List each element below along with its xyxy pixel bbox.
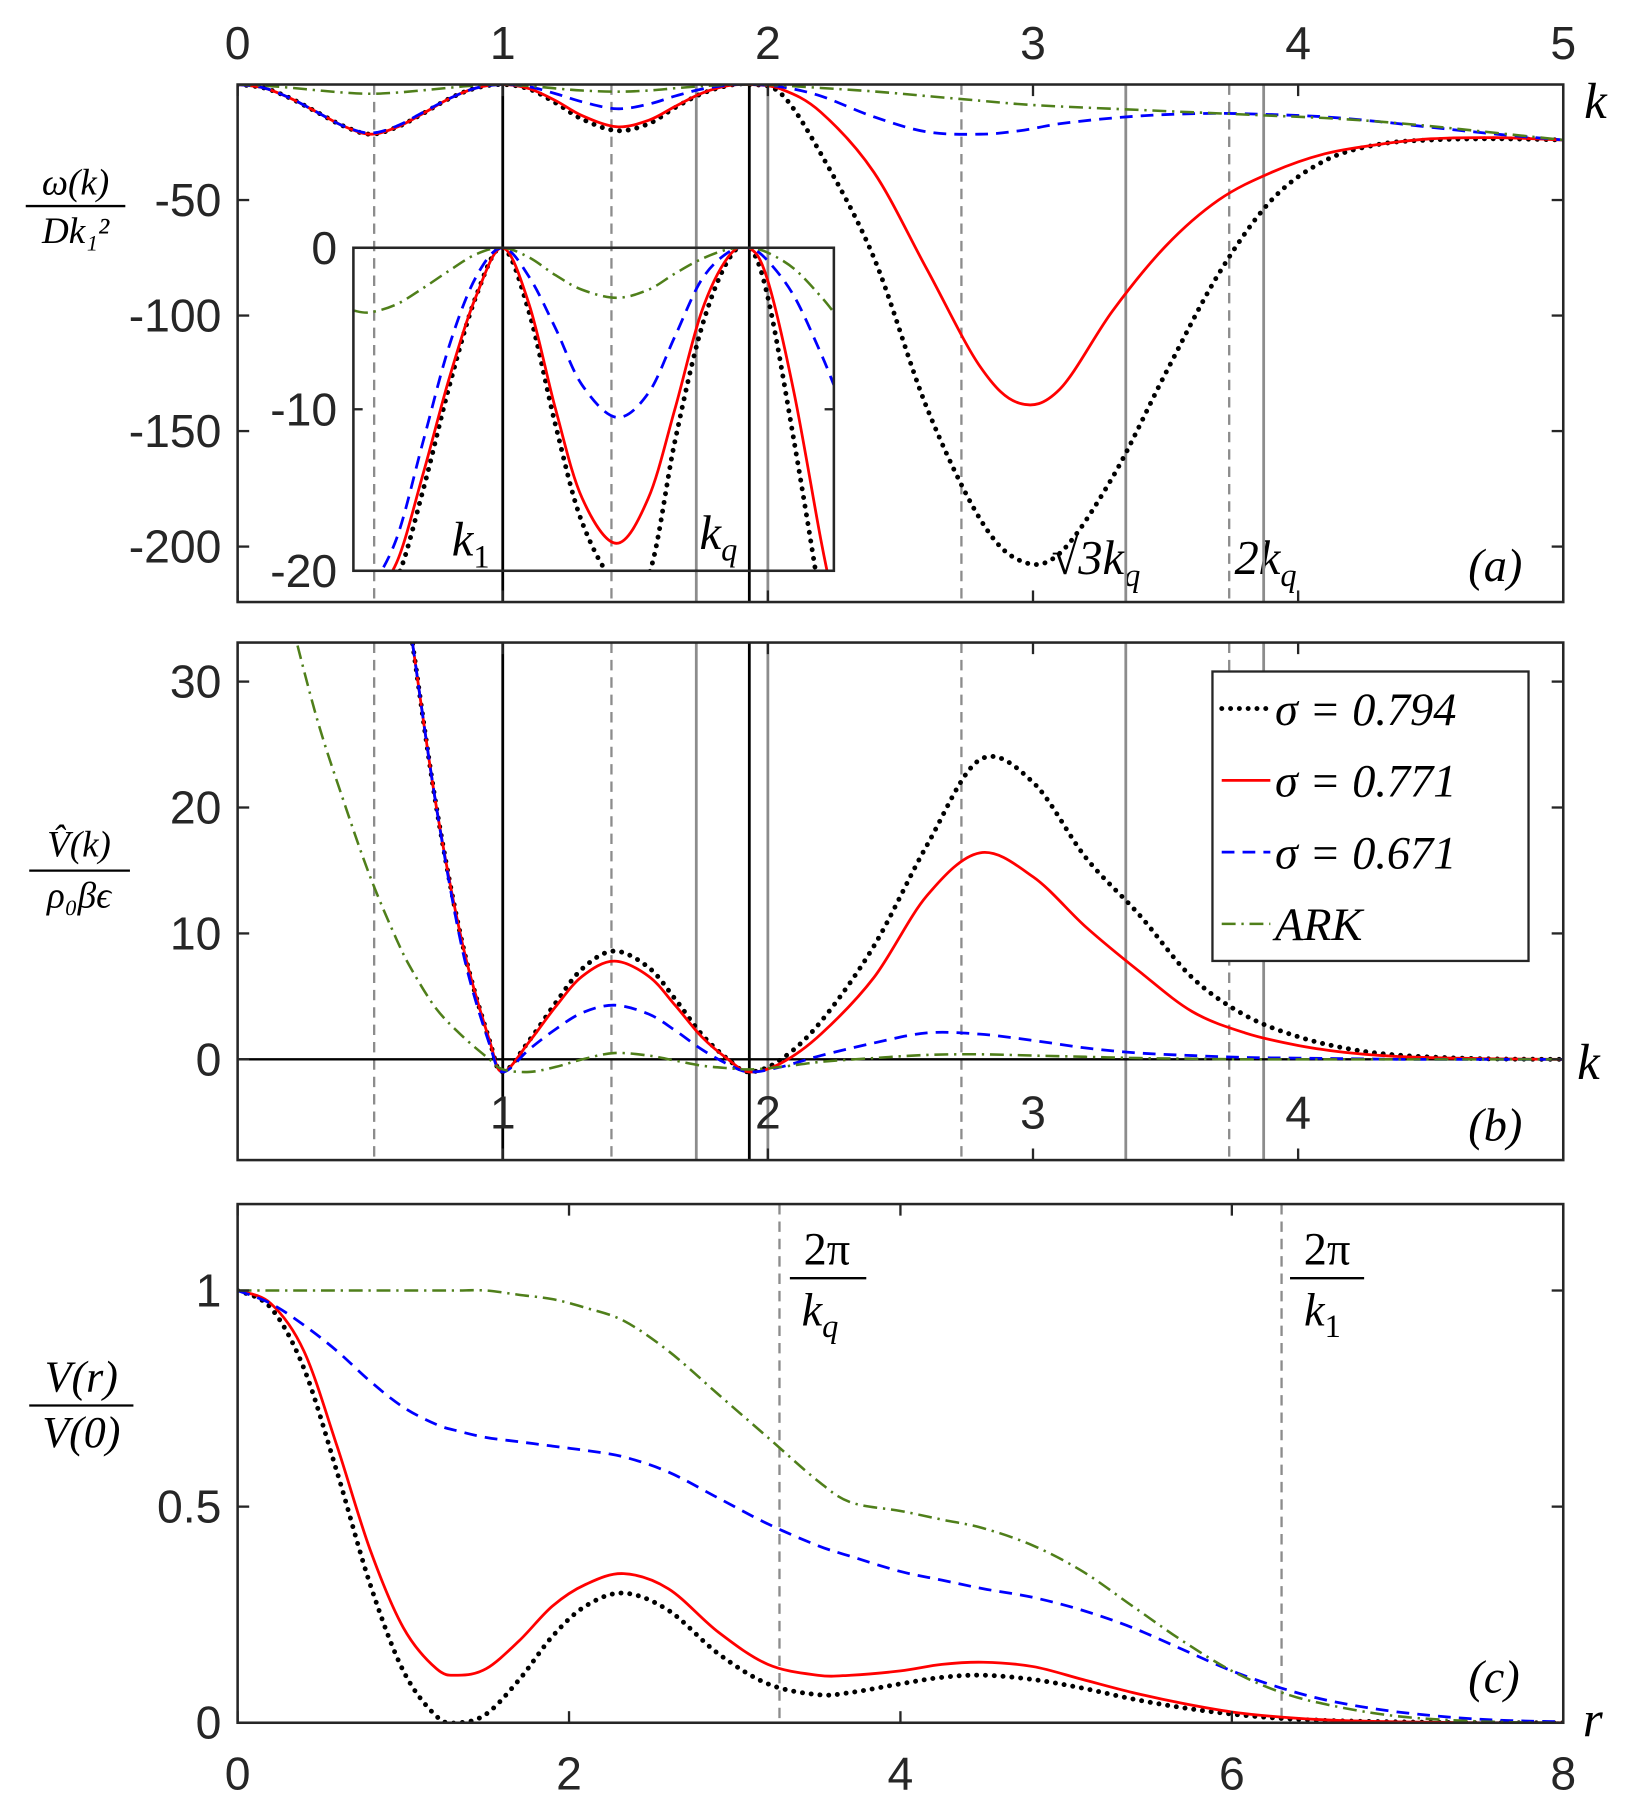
annotation-base: k (802, 1286, 824, 1337)
y-tick-label: -50 (154, 174, 221, 226)
curve (411, 643, 1564, 1074)
y-label-numerator: V(r) (45, 1353, 118, 1402)
x-tick-label: 0 (225, 1748, 251, 1800)
annotation-numerator: 2π (1304, 1224, 1351, 1275)
axes-box (236, 1202, 1565, 1725)
annotation-base: √3k (1052, 531, 1126, 585)
curve (237, 1288, 1564, 1723)
annotation-sub: q (1124, 558, 1140, 594)
curve (237, 1289, 1564, 1723)
y-tick-label: 0 (196, 1697, 222, 1749)
curve (397, 247, 819, 571)
curve (237, 1289, 1564, 1723)
y-label-numerator: ω(k) (42, 163, 109, 204)
panel-label: (b) (1468, 1100, 1522, 1151)
annotation-sub: 1 (473, 539, 489, 575)
curve (390, 247, 829, 571)
x-label: k (1577, 1035, 1601, 1091)
curve (237, 84, 1564, 142)
y-tick-label: 0.5 (157, 1481, 221, 1533)
y-label-denominator: ρ₀βϵ (46, 876, 113, 917)
y-tick-label: 0 (196, 1033, 222, 1085)
legend-label: σ = 0.794 (1275, 685, 1456, 736)
annotation-base: 2k (1234, 531, 1281, 585)
legend-label: σ = 0.771 (1275, 757, 1456, 808)
annotation-base: k (452, 513, 475, 567)
legend-label: σ = 0.671 (1275, 828, 1456, 879)
annotation-denominator: k1 (1304, 1286, 1341, 1346)
x-tick-label: 4 (1285, 17, 1311, 69)
y-tick-label: 30 (170, 656, 222, 708)
y-tick-label: -10 (270, 383, 337, 435)
y-tick-label: -100 (129, 290, 222, 342)
annotation-sub: q (822, 1309, 838, 1345)
x-tick-label: 1 (490, 1087, 516, 1139)
annotation: k1 (452, 513, 490, 576)
annotation-sub: q (1280, 558, 1296, 594)
curve (237, 84, 1564, 407)
annotation-numerator: 2π (804, 1224, 851, 1275)
curve (295, 642, 1564, 1074)
x-tick-label: 3 (1020, 1087, 1046, 1139)
axes-box (236, 641, 1565, 1162)
annotation-base: k (700, 506, 723, 560)
curve (237, 1288, 1564, 1723)
x-tick-label: 6 (1219, 1748, 1245, 1800)
x-tick-label: 8 (1550, 1748, 1576, 1800)
curve (379, 247, 834, 571)
x-tick-label: 1 (490, 17, 516, 69)
x-label: k (1584, 74, 1608, 130)
legend-box (1211, 670, 1530, 963)
y-tick-label: 20 (170, 782, 222, 834)
y-tick-label: 10 (170, 907, 222, 959)
x-label: r (1583, 1693, 1603, 1749)
x-tick-label: 2 (556, 1748, 582, 1800)
axes-box (236, 83, 1565, 604)
y-tick-label: -200 (129, 521, 222, 573)
y-label-denominator: Dk₁² (41, 211, 110, 252)
curve (237, 84, 1564, 567)
annotation: 2kq (1234, 531, 1296, 594)
annotation-sub: q (721, 532, 737, 568)
curve (353, 247, 834, 314)
y-tick-label: 0 (311, 222, 337, 274)
y-tick-label: -20 (270, 545, 337, 597)
panel-label: (c) (1468, 1653, 1519, 1704)
annotation-base: k (1304, 1286, 1326, 1337)
x-tick-label: 2 (755, 17, 781, 69)
axes-box (352, 246, 836, 573)
x-tick-label: 4 (1285, 1087, 1311, 1139)
annotation-sub: 1 (1325, 1309, 1341, 1345)
y-tick-label: -150 (129, 405, 222, 457)
annotation: kq (700, 506, 738, 569)
x-tick-label: 4 (888, 1748, 914, 1800)
annotation-denominator: kq (802, 1286, 839, 1346)
x-tick-label: 5 (1550, 17, 1576, 69)
y-tick-label: 1 (196, 1265, 222, 1317)
y-label-denominator: V(0) (42, 1408, 120, 1457)
y-label-numerator: V̂(k) (47, 824, 111, 866)
x-tick-label: 3 (1020, 17, 1046, 69)
x-tick-label: 2 (755, 1087, 781, 1139)
curve (237, 84, 1564, 142)
annotation: √3kq (1052, 531, 1141, 594)
legend-label: ARK (1272, 900, 1365, 951)
x-tick-label: 0 (225, 17, 251, 69)
panel-label: (a) (1468, 541, 1522, 592)
